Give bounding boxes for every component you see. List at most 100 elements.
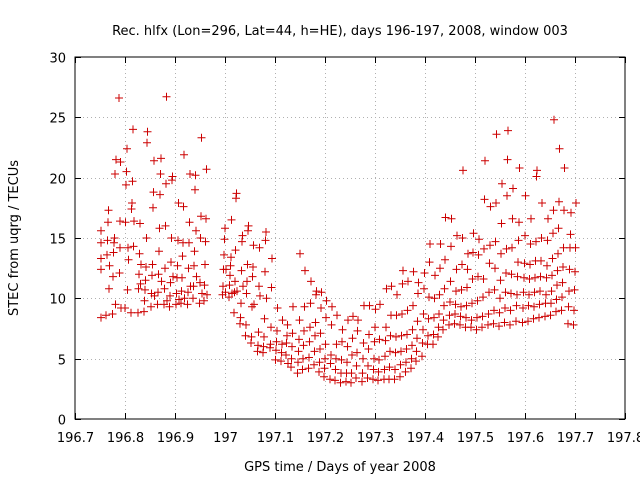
x-tick-label: 197.1 bbox=[257, 431, 294, 446]
data-point-marker bbox=[480, 195, 489, 204]
data-point-marker bbox=[365, 330, 373, 339]
data-point-marker bbox=[519, 304, 527, 312]
data-point-marker bbox=[104, 218, 112, 227]
data-point-marker bbox=[102, 311, 110, 320]
data-point-marker bbox=[434, 332, 442, 341]
data-point-marker bbox=[484, 320, 492, 329]
data-point-marker bbox=[321, 340, 330, 349]
data-point-marker bbox=[536, 272, 545, 281]
data-point-marker bbox=[180, 294, 189, 303]
data-point-marker bbox=[191, 171, 200, 180]
data-point-marker bbox=[220, 235, 229, 244]
data-point-marker bbox=[407, 354, 416, 363]
data-point-marker bbox=[301, 266, 309, 275]
data-point-marker bbox=[473, 296, 482, 305]
data-point-marker bbox=[326, 359, 335, 368]
data-point-marker bbox=[506, 306, 515, 315]
data-point-marker bbox=[555, 144, 564, 153]
data-point-marker bbox=[553, 266, 562, 275]
data-point-marker bbox=[262, 228, 270, 236]
data-point-marker bbox=[143, 138, 151, 147]
data-point-marker bbox=[122, 167, 131, 176]
data-point-marker bbox=[161, 221, 170, 230]
x-tick-label: 196.9 bbox=[157, 431, 194, 446]
data-point-marker bbox=[189, 294, 197, 303]
data-point-marker bbox=[439, 316, 448, 325]
data-point-marker bbox=[322, 296, 331, 305]
data-point-marker bbox=[233, 287, 241, 296]
data-point-marker bbox=[358, 369, 367, 378]
data-point-marker bbox=[333, 311, 341, 320]
data-point-marker bbox=[414, 289, 422, 298]
data-point-marker bbox=[468, 299, 476, 308]
data-point-marker bbox=[457, 302, 465, 311]
x-tick-label: 197.8 bbox=[607, 431, 640, 446]
data-point-marker bbox=[271, 355, 280, 364]
data-point-marker bbox=[261, 267, 269, 276]
data-point-marker bbox=[509, 184, 517, 193]
data-point-marker bbox=[128, 177, 137, 186]
data-point-marker bbox=[111, 170, 119, 178]
data-point-marker bbox=[497, 249, 505, 258]
data-point-marker bbox=[374, 376, 382, 385]
data-point-marker bbox=[549, 206, 558, 215]
data-point-marker bbox=[230, 308, 238, 317]
data-point-marker bbox=[542, 290, 550, 299]
data-point-marker bbox=[344, 316, 352, 325]
data-point-marker bbox=[304, 364, 313, 373]
data-point-marker bbox=[169, 272, 177, 281]
data-point-marker bbox=[571, 267, 579, 276]
data-point-marker bbox=[363, 374, 372, 382]
data-point-marker bbox=[322, 313, 330, 322]
data-point-marker bbox=[504, 126, 512, 135]
data-point-marker bbox=[162, 179, 170, 188]
data-point-marker bbox=[161, 264, 169, 273]
data-point-marker bbox=[185, 238, 193, 247]
data-point-marker bbox=[287, 363, 295, 372]
data-point-marker bbox=[343, 358, 351, 367]
data-point-marker bbox=[436, 240, 445, 248]
data-point-marker bbox=[256, 291, 264, 300]
data-point-marker bbox=[547, 287, 556, 296]
axis-ticks bbox=[75, 57, 626, 420]
data-point-marker bbox=[167, 258, 175, 267]
data-point-marker bbox=[543, 261, 551, 270]
data-point-marker bbox=[254, 341, 262, 350]
data-point-marker bbox=[500, 318, 509, 327]
data-point-marker bbox=[403, 306, 412, 315]
data-point-marker bbox=[530, 288, 539, 297]
data-point-marker bbox=[134, 284, 143, 293]
data-point-marker bbox=[298, 365, 307, 374]
data-point-marker bbox=[396, 372, 404, 381]
data-point-marker bbox=[166, 278, 175, 287]
data-point-marker bbox=[173, 261, 182, 270]
y-tick-label: 10 bbox=[49, 293, 66, 308]
data-point-marker bbox=[121, 218, 130, 227]
data-point-marker bbox=[97, 238, 105, 247]
data-point-marker bbox=[412, 347, 421, 356]
data-point-marker bbox=[560, 164, 569, 172]
data-point-marker bbox=[342, 377, 350, 386]
data-point-marker bbox=[110, 234, 119, 242]
data-point-marker bbox=[535, 300, 544, 309]
data-point-marker bbox=[184, 288, 192, 297]
data-point-marker bbox=[315, 358, 324, 367]
data-point-marker bbox=[241, 331, 250, 340]
data-point-marker bbox=[456, 320, 464, 329]
data-point-marker bbox=[490, 306, 498, 315]
data-point-marker bbox=[385, 363, 394, 372]
data-point-marker bbox=[115, 269, 124, 277]
data-point-marker bbox=[374, 367, 383, 376]
data-point-marker bbox=[447, 214, 456, 223]
y-axis-tick-labels: 0 5 10 15 20 25 30 bbox=[49, 52, 66, 429]
data-point-marker bbox=[312, 287, 321, 296]
data-point-marker bbox=[168, 172, 177, 181]
y-tick-label: 30 bbox=[49, 52, 66, 67]
data-point-marker bbox=[535, 313, 543, 322]
data-point-marker bbox=[475, 235, 483, 244]
data-point-marker bbox=[553, 281, 561, 290]
data-point-marker bbox=[140, 296, 149, 305]
data-point-marker bbox=[435, 310, 443, 318]
data-point-marker bbox=[343, 342, 352, 351]
data-point-marker bbox=[508, 214, 517, 223]
